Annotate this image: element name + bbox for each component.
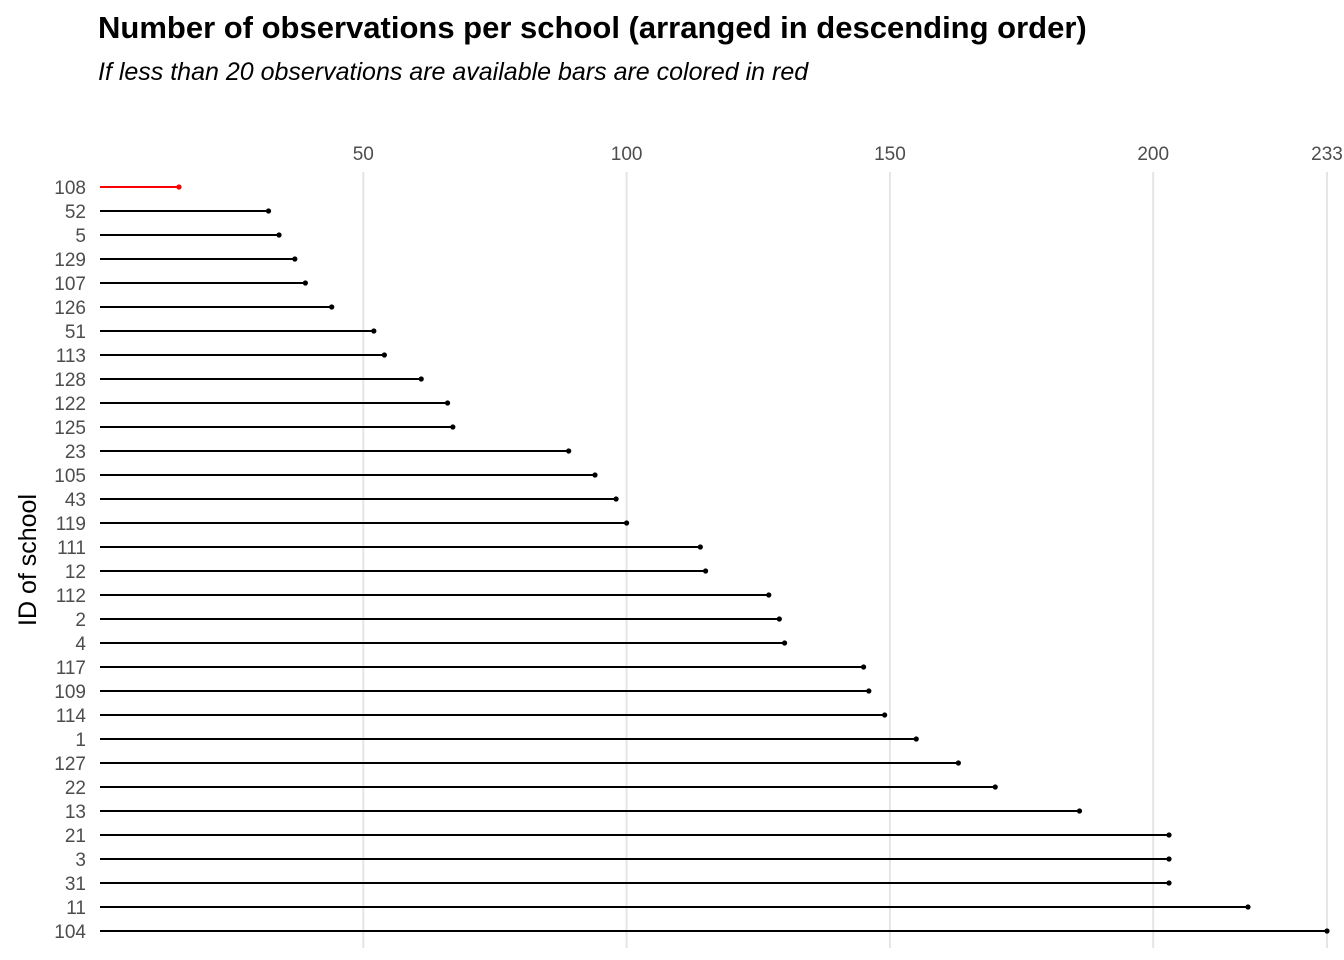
x-axis-ticks: 50 100 150 200 233 [353,144,1343,165]
y-tick-label: 3 [75,850,86,871]
y-tick-label: 122 [54,394,86,415]
bar-point [1166,880,1172,886]
y-tick-label: 109 [54,682,86,703]
y-tick-label: 119 [56,514,86,535]
y-tick-label: 114 [56,706,87,727]
bar-point [381,352,387,358]
bar-point [450,424,456,430]
bar-point [1076,808,1083,814]
bar-point [781,640,788,646]
bar-point [860,664,867,670]
y-tick-label: 22 [65,778,86,799]
y-tick-label: 113 [56,346,86,367]
bar-point [1324,928,1330,934]
y-tick-label: 51 [65,322,86,343]
bar-point [992,784,998,790]
bar-point [882,712,888,718]
y-tick-label: 31 [65,874,86,895]
bar-point [766,592,772,598]
bar-point [703,568,709,574]
bar-point [444,400,451,406]
bars [100,184,1330,934]
bar-point [265,208,272,214]
bar-point [624,520,630,526]
bar-point [176,184,182,190]
bar-point [566,448,572,454]
y-tick-label: 107 [54,274,86,295]
y-tick-label: 5 [75,226,86,247]
y-tick-label: 52 [65,202,86,223]
bar-point [913,736,919,742]
bar-point [1166,832,1172,838]
x-tick-label: 233 [1311,144,1343,165]
chart-subtitle: If less than 20 observations are availab… [98,58,809,86]
y-tick-label: 4 [75,634,86,655]
x-tick-label: 150 [874,144,906,165]
bar-point [592,472,598,478]
gridlines [362,172,1328,948]
y-tick-label: 43 [65,490,86,511]
y-tick-label: 12 [65,562,86,583]
y-tick-label: 105 [54,466,86,487]
y-tick-label: 13 [65,802,86,823]
y-axis-label: ID of school [14,494,42,626]
bar-point [302,280,308,286]
bar-point [866,688,872,694]
bar-point [955,760,961,766]
bar-point [1166,856,1172,862]
y-tick-label: 104 [54,922,86,943]
y-tick-label: 11 [66,898,86,919]
y-tick-label: 129 [54,250,86,271]
y-tick-label: 2 [75,610,86,631]
chart-title: Number of observations per school (arran… [98,10,1087,45]
bar-point [276,232,282,238]
y-tick-label: 112 [56,586,86,607]
y-tick-label: 126 [54,298,86,319]
x-tick-label: 100 [611,144,643,165]
bar-point [418,376,424,382]
bar-point [292,256,298,262]
y-tick-label: 23 [65,442,86,463]
x-tick-label: 50 [353,144,374,165]
y-tick-label: 111 [57,538,86,559]
y-tick-label: 125 [54,418,86,439]
bar-point [1245,904,1251,910]
y-tick-label: 108 [54,178,86,199]
bar-point [371,328,377,334]
y-tick-label: 128 [54,370,86,391]
bar-point [329,304,335,310]
y-tick-label: 117 [56,658,86,679]
x-tick-label: 200 [1137,144,1169,165]
y-tick-label: 21 [65,826,86,847]
bar-point [776,616,782,622]
y-axis-ticks: 1085251291071265111312812212523105431191… [54,178,86,943]
bar-point [613,496,619,502]
y-tick-label: 1 [75,730,86,751]
bar-point [697,544,703,550]
y-tick-label: 127 [54,754,86,775]
